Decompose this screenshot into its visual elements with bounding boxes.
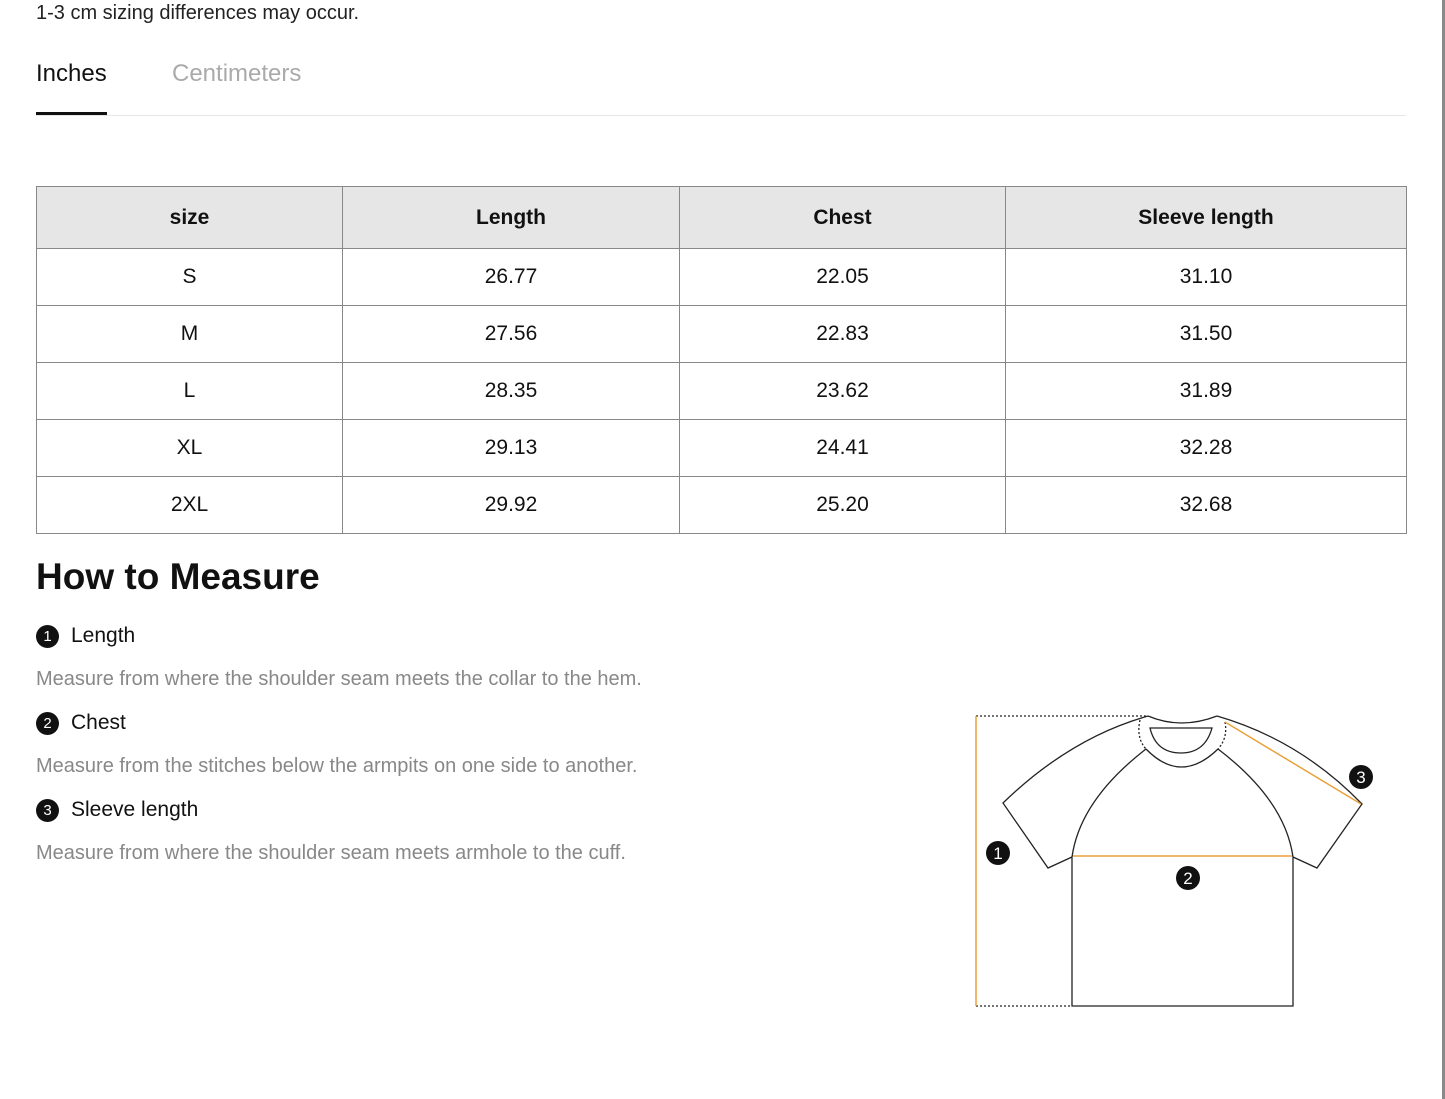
table-row: S 26.77 22.05 31.10 — [36, 248, 1407, 306]
measure-item-sleeve: 3 Sleeve length — [36, 798, 198, 822]
diagram-badge-label: 1 — [993, 844, 1002, 863]
table-cell: 25.20 — [679, 476, 1006, 534]
table-row: 2XL 29.92 25.20 32.68 — [36, 476, 1407, 534]
measure-label: Sleeve length — [71, 798, 199, 821]
tab-centimeters[interactable]: Centimeters — [172, 60, 302, 87]
tab-inches[interactable]: Inches — [36, 60, 107, 115]
table-cell: 22.05 — [679, 248, 1006, 306]
measure-desc: Measure from where the shoulder seam mee… — [36, 842, 626, 864]
badge-3: 3 — [36, 798, 59, 822]
diagram-badge-label: 2 — [1183, 869, 1192, 888]
table-row: M 27.56 22.83 31.50 — [36, 305, 1407, 363]
table-cell: S — [36, 248, 343, 306]
guide-lines — [976, 715, 1227, 1007]
diagram-badge-1 — [986, 841, 1010, 865]
measure-label: Chest — [71, 711, 126, 734]
table-cell: 22.83 — [679, 305, 1006, 363]
table-cell: 2XL — [36, 476, 343, 534]
diagram-badge-2 — [1176, 866, 1200, 890]
how-to-measure-title: How to Measure — [36, 556, 320, 597]
sizing-note: 1-3 cm sizing differences may occur. — [36, 2, 360, 24]
table-cell: XL — [36, 419, 343, 477]
measure-desc: Measure from the stitches below the armp… — [36, 755, 638, 777]
table-cell: 24.41 — [679, 419, 1006, 477]
shirt-outline — [1002, 715, 1363, 1007]
table-cell: 32.28 — [1005, 419, 1407, 477]
measure-desc: Measure from where the shoulder seam mee… — [36, 668, 642, 690]
table-cell: M — [36, 305, 343, 363]
table-cell: 29.13 — [342, 419, 680, 477]
table-cell: 31.89 — [1005, 362, 1407, 420]
badge-1: 1 — [36, 624, 59, 648]
measure-item-length: 1 Length — [36, 624, 135, 648]
table-cell: 23.62 — [679, 362, 1006, 420]
measure-item-chest: 2 Chest — [36, 711, 126, 735]
badge-2: 2 — [36, 711, 59, 735]
table-row: XL 29.13 24.41 32.28 — [36, 419, 1407, 477]
window-edge — [1442, 0, 1445, 1099]
size-table: size Length Chest Sleeve length S 26.77 22… — [36, 186, 1407, 534]
header-sleeve-length: Sleeve length — [1005, 186, 1407, 249]
unit-tabs: Inches Centimeters — [36, 58, 1406, 116]
measure-lines — [975, 716, 1362, 1006]
header-length: Length — [342, 186, 680, 249]
table-cell: 31.10 — [1005, 248, 1407, 306]
table-cell: 32.68 — [1005, 476, 1407, 534]
diagram-badge-label: 3 — [1356, 768, 1365, 787]
diagram-badge-3 — [1349, 765, 1373, 789]
table-row: L 28.35 23.62 31.89 — [36, 362, 1407, 420]
table-cell: 26.77 — [342, 248, 680, 306]
measure-label: Length — [71, 624, 136, 647]
table-cell: 27.56 — [342, 305, 680, 363]
table-cell: 29.92 — [342, 476, 680, 534]
